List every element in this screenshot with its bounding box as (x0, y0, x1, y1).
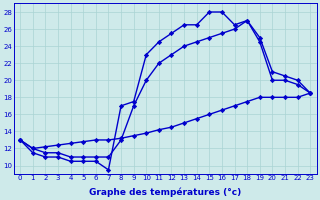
X-axis label: Graphe des températures (°c): Graphe des températures (°c) (89, 187, 241, 197)
